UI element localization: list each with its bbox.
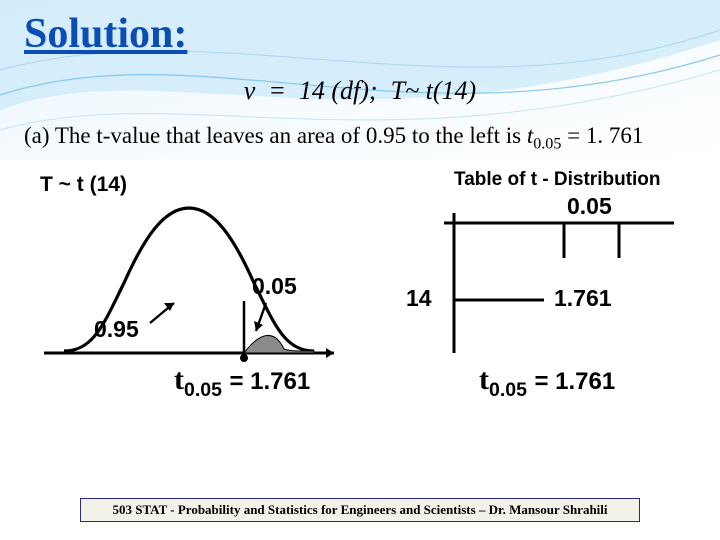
table-lookup-figure: Table of t - Distribution 0.05 14 1.761 … [384,173,684,413]
footer-bar: 503 STAT - Probability and Statistics fo… [80,498,640,522]
alpha-value: 0.05 [567,193,612,220]
df-value: 14 [406,285,432,312]
part-a-prefix: (a) The t-value that leaves an area of 0… [24,123,527,148]
formula-line: ν = 14 (df); T~ t(14) [24,76,696,106]
distribution-curve-figure: T ~ t (14) 0.95 0.05 t0.05 = 1.761 [34,173,354,413]
t-axis-sub: 0.05 [184,379,222,401]
part-a-text: (a) The t-value that leaves an area of 0… [24,120,696,155]
area-left-label: 0.95 [94,316,139,343]
t-axis-symbol: t [174,363,184,396]
t-result-symbol: t [479,363,489,396]
t-result-sub: 0.05 [489,379,527,401]
area-right-label: 0.05 [252,273,297,300]
t-subscript: 0.05 [533,136,561,153]
lookup-value: 1.761 [554,285,612,312]
slide-title: Solution: [24,10,696,58]
dist-label: T ~ t (14) [40,173,127,197]
t-result-value: = 1.761 [534,368,615,395]
t-equals-value: = 1. 761 [561,123,643,148]
formula-text: ν = 14 (df); T~ t(14) [244,76,476,105]
table-title: Table of t - Distribution [454,169,661,191]
t-axis-value: = 1.761 [229,368,310,395]
